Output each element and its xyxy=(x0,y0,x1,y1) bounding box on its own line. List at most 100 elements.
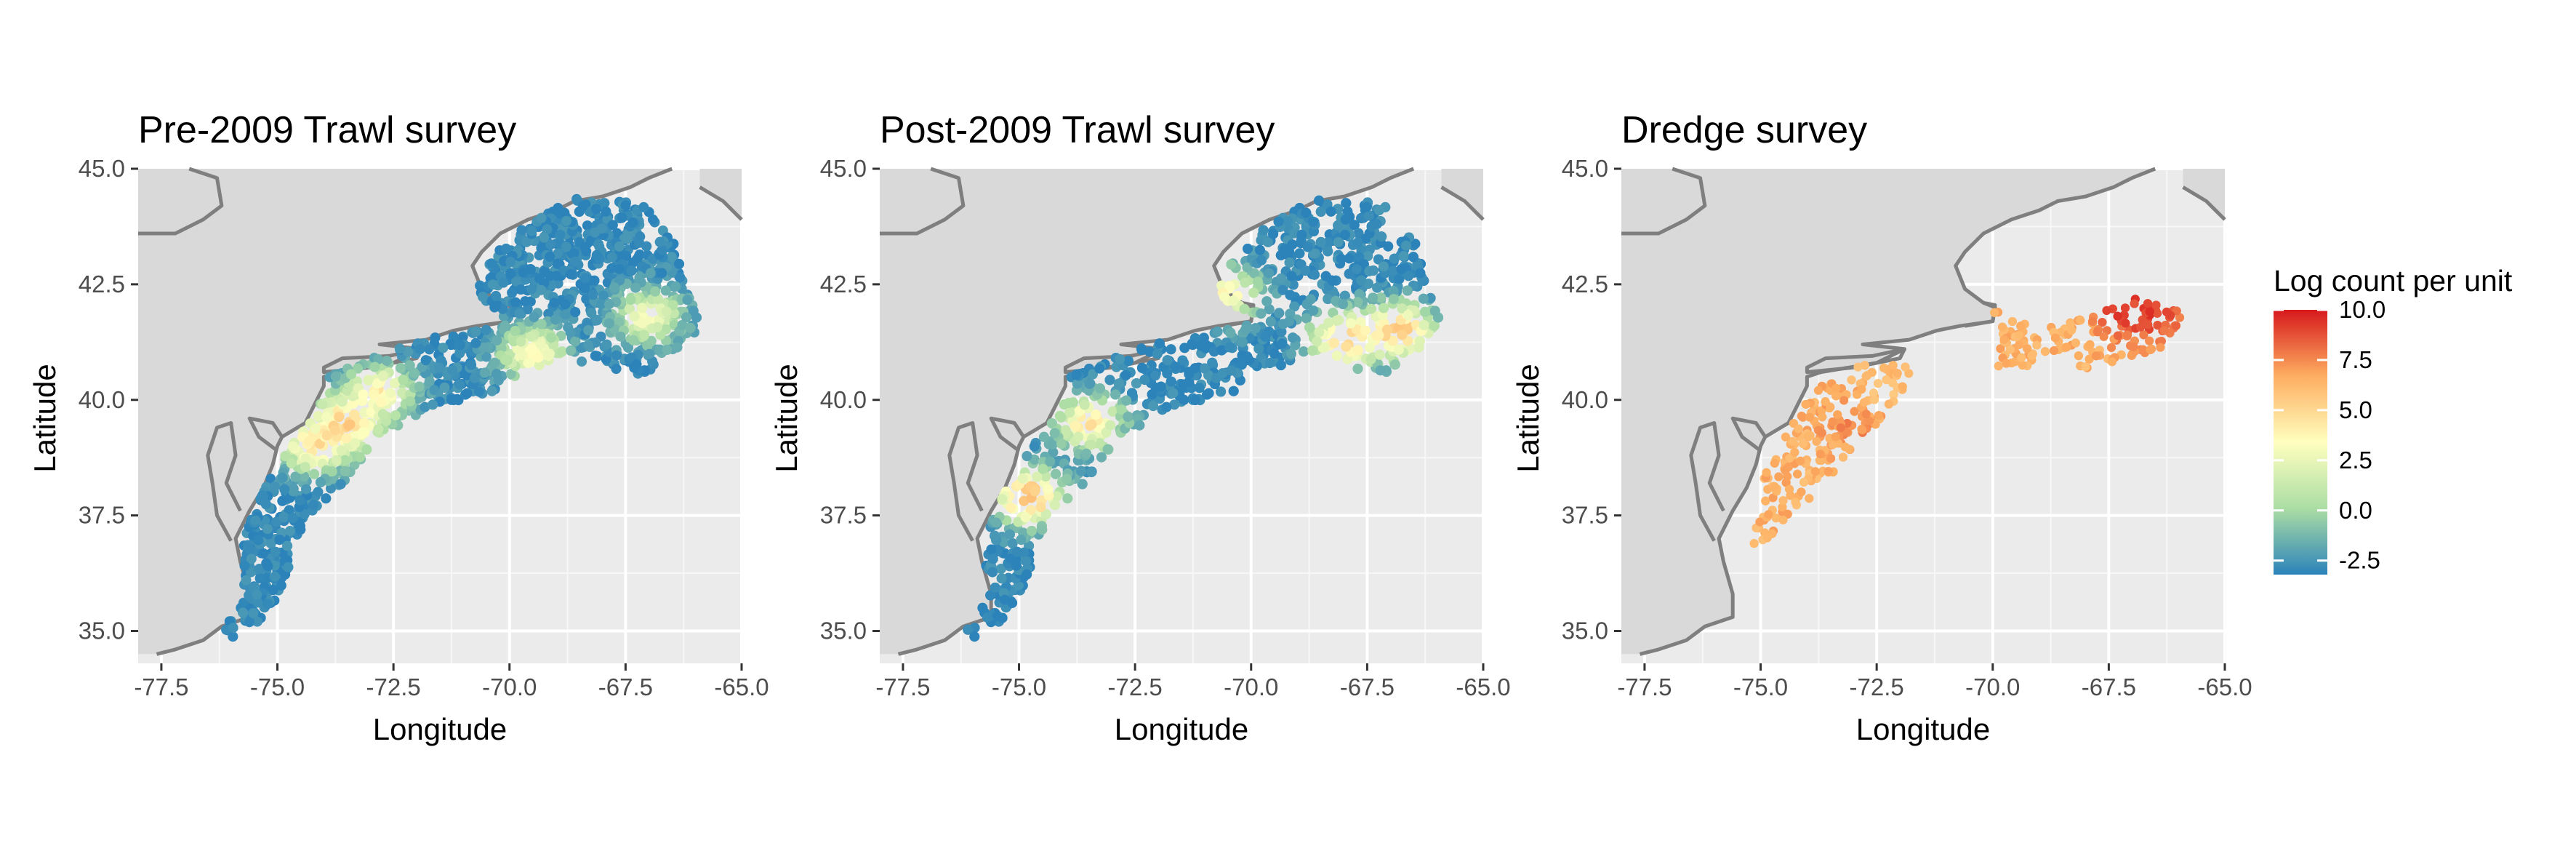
x-tick-label: -65.0 xyxy=(1456,674,1510,700)
survey-point xyxy=(505,369,516,380)
survey-point xyxy=(1333,220,1344,231)
survey-point xyxy=(409,368,420,379)
survey-point xyxy=(987,567,998,578)
survey-point xyxy=(398,375,409,385)
survey-point xyxy=(286,458,297,468)
survey-point xyxy=(394,343,405,354)
survey-point xyxy=(1016,535,1027,546)
survey-point xyxy=(1086,419,1097,430)
survey-point xyxy=(556,346,567,357)
survey-point xyxy=(629,311,640,321)
x-tick-label: -65.0 xyxy=(714,674,769,700)
survey-point xyxy=(1287,239,1298,250)
survey-point xyxy=(1277,338,1288,349)
survey-point xyxy=(1115,354,1126,364)
survey-point xyxy=(1170,361,1181,372)
survey-point xyxy=(583,340,594,351)
survey-point xyxy=(1121,395,1132,406)
survey-point xyxy=(1017,473,1028,484)
survey-point xyxy=(340,455,350,466)
survey-point xyxy=(491,369,502,380)
survey-point xyxy=(1328,308,1339,319)
y-tick-label: 45.0 xyxy=(79,155,125,182)
survey-point xyxy=(1199,363,1210,374)
survey-point xyxy=(1344,253,1355,264)
survey-point xyxy=(1035,502,1046,513)
survey-point xyxy=(625,295,636,305)
survey-point xyxy=(1276,327,1287,337)
survey-point xyxy=(313,487,324,498)
survey-point xyxy=(1250,323,1261,334)
survey-point xyxy=(1285,289,1296,300)
survey-point xyxy=(621,251,632,261)
survey-point xyxy=(624,303,635,314)
x-tick-label: -67.5 xyxy=(1340,674,1395,700)
survey-point xyxy=(1352,297,1363,308)
survey-point xyxy=(611,228,622,239)
y-tick-label: 35.0 xyxy=(820,618,867,644)
survey-point xyxy=(1277,319,1288,329)
survey-point xyxy=(1429,320,1440,331)
survey-point xyxy=(593,239,604,249)
survey-point xyxy=(1169,399,1180,410)
survey-point xyxy=(481,351,491,362)
survey-point xyxy=(284,505,294,516)
survey-point xyxy=(1049,500,1060,511)
survey-point xyxy=(1265,316,1276,327)
survey-point xyxy=(228,631,238,642)
survey-point xyxy=(1379,303,1389,313)
survey-point xyxy=(1073,431,1084,442)
survey-point xyxy=(1240,324,1251,335)
survey-point xyxy=(1228,385,1239,396)
survey-point xyxy=(287,441,298,452)
survey-point xyxy=(657,244,667,255)
survey-point xyxy=(1388,265,1399,276)
survey-point xyxy=(331,371,341,382)
survey-point xyxy=(1263,236,1273,247)
survey-point xyxy=(667,300,678,311)
survey-point xyxy=(525,264,536,275)
survey-point xyxy=(1051,491,1062,502)
x-tick-label: -72.5 xyxy=(1108,674,1163,700)
survey-point xyxy=(586,308,597,319)
survey-point xyxy=(555,229,566,240)
survey-point xyxy=(1219,292,1230,302)
survey-point xyxy=(1195,340,1206,351)
survey-point xyxy=(270,481,280,492)
y-tick-label: 37.5 xyxy=(820,502,867,529)
survey-point xyxy=(617,212,627,223)
survey-point xyxy=(487,279,498,290)
survey-point xyxy=(599,198,610,209)
survey-point xyxy=(536,212,547,223)
survey-point xyxy=(550,314,561,325)
survey-point xyxy=(534,273,545,284)
survey-point xyxy=(1051,468,1062,479)
survey-point xyxy=(1240,277,1251,288)
survey-point xyxy=(611,350,622,361)
survey-point xyxy=(1027,526,1037,536)
survey-points xyxy=(963,195,1443,642)
survey-point xyxy=(611,364,622,375)
survey-point xyxy=(228,623,238,634)
survey-point xyxy=(514,308,525,319)
x-tick-label: -77.5 xyxy=(875,674,930,700)
chesapeake-bay xyxy=(947,421,984,542)
survey-point xyxy=(353,363,364,374)
survey-point xyxy=(996,573,1007,584)
delaware-bay xyxy=(247,416,284,452)
survey-point xyxy=(373,424,384,435)
survey-point xyxy=(317,399,328,409)
survey-point xyxy=(1344,268,1355,279)
survey-point xyxy=(350,438,361,449)
survey-point xyxy=(1187,340,1198,351)
survey-point xyxy=(1302,241,1313,252)
survey-point xyxy=(1137,362,1147,373)
survey-point xyxy=(1253,343,1264,354)
survey-point xyxy=(992,610,1003,621)
survey-point xyxy=(1011,546,1022,557)
survey-point xyxy=(414,381,425,392)
survey-point xyxy=(1110,389,1121,400)
survey-point xyxy=(1011,560,1022,571)
survey-point xyxy=(438,343,449,353)
survey-point xyxy=(424,344,435,355)
